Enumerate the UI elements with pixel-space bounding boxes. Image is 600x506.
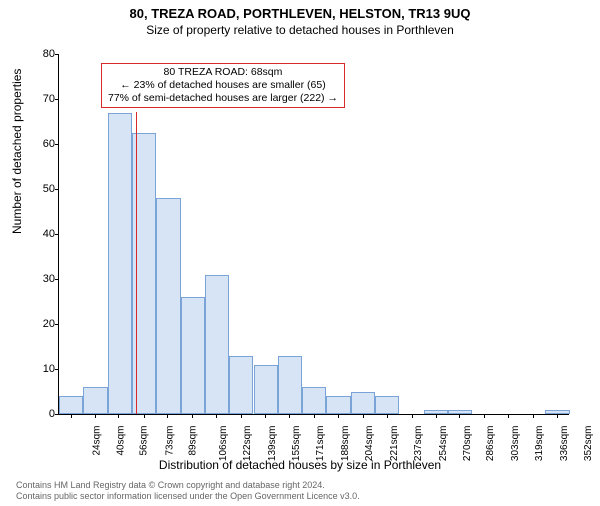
histogram-bar [375,396,399,414]
histogram-bar [59,396,83,414]
y-tick-label: 60 [29,138,55,150]
x-tick-label: 89sqm [188,426,199,456]
y-tick-mark [55,414,59,415]
x-tick-label: 188sqm [340,426,351,462]
y-tick-mark [55,369,59,370]
y-tick-mark [55,234,59,235]
histogram-bar [108,113,132,415]
y-tick-mark [55,144,59,145]
y-tick-mark [55,324,59,325]
histogram-bar [156,198,180,414]
x-tick-mark [144,414,145,418]
x-tick-mark [436,414,437,418]
x-tick-mark [363,414,364,418]
x-tick-mark [387,414,388,418]
x-tick-label: 319sqm [534,426,545,462]
x-tick-label: 237sqm [413,426,424,462]
x-tick-label: 106sqm [219,426,230,462]
histogram-bar [278,356,302,415]
x-tick-label: 171sqm [315,426,326,462]
x-tick-mark [216,414,217,418]
x-tick-mark [241,414,242,418]
annotation-line-2: ← 23% of detached houses are smaller (65… [108,79,338,92]
histogram-bar [229,356,253,415]
x-tick-label: 56sqm [139,426,150,456]
x-tick-label: 270sqm [462,426,473,462]
histogram-bar [205,275,229,415]
x-tick-label: 40sqm [115,426,126,456]
reference-marker-line [136,112,137,414]
y-tick-mark [55,189,59,190]
chart-subtitle: Size of property relative to detached ho… [0,23,600,37]
x-tick-label: 122sqm [242,426,253,462]
x-tick-label: 286sqm [485,426,496,462]
x-tick-mark [167,414,168,418]
y-tick-mark [55,279,59,280]
x-tick-mark [118,414,119,418]
x-tick-mark [459,414,460,418]
y-tick-label: 30 [29,273,55,285]
y-axis-label: Number of detached properties [10,69,24,234]
x-tick-label: 24sqm [91,426,102,456]
chart-plot-area: 80 TREZA ROAD: 68sqm ← 23% of detached h… [58,54,569,415]
x-axis-label: Distribution of detached houses by size … [0,458,600,472]
x-tick-label: 155sqm [291,426,302,462]
x-tick-label: 303sqm [511,426,522,462]
x-tick-mark [95,414,96,418]
x-tick-label: 352sqm [583,426,594,462]
x-tick-mark [484,414,485,418]
y-tick-label: 50 [29,183,55,195]
annotation-line-1: 80 TREZA ROAD: 68sqm [108,66,338,79]
x-tick-mark [338,414,339,418]
y-tick-label: 20 [29,318,55,330]
histogram-bar [83,387,107,414]
chart-title: 80, TREZA ROAD, PORTHLEVEN, HELSTON, TR1… [0,6,600,21]
annotation-line-3: 77% of semi-detached houses are larger (… [108,92,338,105]
y-tick-label: 0 [29,408,55,420]
x-tick-mark [314,414,315,418]
y-tick-label: 70 [29,93,55,105]
x-tick-mark [71,414,72,418]
y-tick-label: 40 [29,228,55,240]
histogram-bar [302,387,326,414]
y-tick-mark [55,99,59,100]
x-tick-label: 254sqm [438,426,449,462]
footer-attribution: Contains HM Land Registry data © Crown c… [16,480,360,502]
annotation-callout: 80 TREZA ROAD: 68sqm ← 23% of detached h… [101,63,345,108]
histogram-bar [254,365,278,415]
footer-line-1: Contains HM Land Registry data © Crown c… [16,480,360,491]
x-tick-label: 204sqm [364,426,375,462]
y-tick-label: 10 [29,363,55,375]
histogram-bar [351,392,375,415]
histogram-bar [326,396,350,414]
x-tick-mark [289,414,290,418]
x-tick-mark [533,414,534,418]
y-tick-label: 80 [29,48,55,60]
x-tick-mark [192,414,193,418]
x-tick-label: 139sqm [267,426,278,462]
x-tick-mark [265,414,266,418]
histogram-bar [181,297,205,414]
x-tick-mark [508,414,509,418]
x-tick-label: 336sqm [559,426,570,462]
y-tick-mark [55,54,59,55]
x-tick-label: 73sqm [164,426,175,456]
x-tick-label: 221sqm [389,426,400,462]
x-tick-mark [557,414,558,418]
x-tick-mark [412,414,413,418]
footer-line-2: Contains public sector information licen… [16,491,360,502]
